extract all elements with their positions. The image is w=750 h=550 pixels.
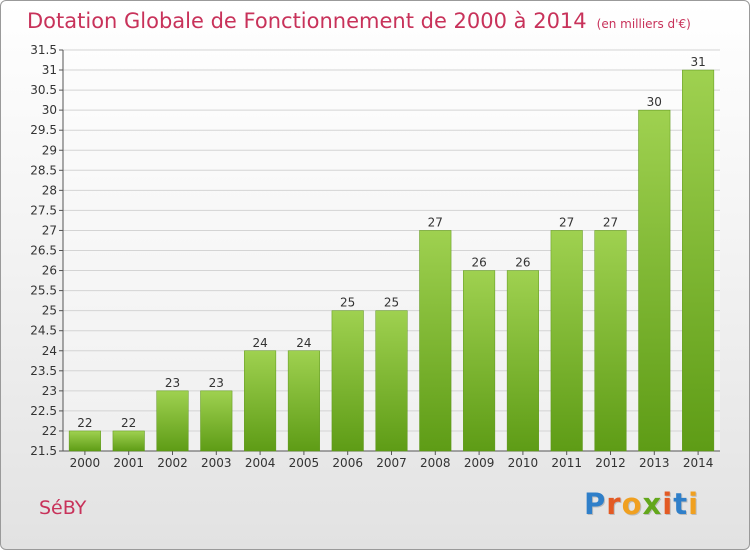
bar — [594, 230, 627, 452]
y-tick-label: 25.5 — [30, 284, 57, 298]
y-tick-label: 31.5 — [30, 43, 57, 57]
x-tick-label: 2003 — [201, 456, 232, 470]
bar — [550, 230, 583, 452]
x-tick-label: 2009 — [464, 456, 495, 470]
data-label: 27 — [603, 215, 618, 229]
y-tick-label: 24.5 — [30, 324, 57, 338]
bars — [68, 69, 715, 452]
y-tick-label: 23 — [42, 384, 57, 398]
title-unit: (en milliers d'€) — [596, 17, 691, 31]
bar — [200, 390, 233, 452]
data-label: 22 — [77, 416, 92, 430]
x-tick-label: 2004 — [245, 456, 276, 470]
bar — [682, 69, 715, 452]
x-tick-label: 2000 — [70, 456, 101, 470]
data-label: 23 — [209, 376, 224, 390]
logo-letter: i — [662, 487, 674, 521]
logo-letter: t — [673, 487, 689, 521]
y-tick-label: 21.5 — [30, 444, 57, 458]
logo-letter: o — [621, 487, 643, 521]
data-label: 26 — [471, 256, 486, 270]
bar — [638, 109, 671, 452]
y-tick-label: 22.5 — [30, 404, 57, 418]
data-label: 27 — [559, 215, 574, 229]
x-tick-label: 2010 — [508, 456, 539, 470]
y-tick-label: 26 — [42, 264, 57, 278]
y-tick-label: 28.5 — [30, 163, 57, 177]
x-tick-label: 2002 — [157, 456, 188, 470]
x-tick-label: 2005 — [289, 456, 320, 470]
x-tick-label: 2013 — [639, 456, 670, 470]
y-tick-label: 22 — [42, 424, 57, 438]
commune-name: SéBY — [39, 497, 87, 519]
bar — [287, 350, 320, 452]
data-label: 30 — [647, 95, 662, 109]
data-label: 25 — [384, 296, 399, 310]
bar — [463, 270, 496, 452]
y-tick-label: 30 — [42, 103, 57, 117]
y-tick-label: 30.5 — [30, 83, 57, 97]
y-tick-label: 24 — [42, 344, 57, 358]
bar — [375, 310, 408, 452]
logo-letter: P — [584, 487, 607, 521]
bar — [112, 430, 145, 452]
data-label: 26 — [515, 256, 530, 270]
proxiti-logo: Proxiti — [584, 487, 699, 521]
y-tick-label: 29 — [42, 143, 57, 157]
chart-title: Dotation Globale de Fonctionnement de 20… — [27, 9, 691, 33]
y-tick-label: 25 — [42, 304, 57, 318]
x-tick-label: 2011 — [551, 456, 582, 470]
x-tick-label: 2008 — [420, 456, 451, 470]
x-tick-label: 2014 — [683, 456, 714, 470]
y-tick-label: 26.5 — [30, 244, 57, 258]
bar — [68, 430, 101, 452]
logo-letter: r — [606, 487, 622, 521]
bar — [244, 350, 277, 452]
y-tick-label: 28 — [42, 183, 57, 197]
bar — [331, 310, 364, 452]
y-tick-label: 29.5 — [30, 123, 57, 137]
data-label: 24 — [252, 336, 267, 350]
labels: 21.5 22 22.5 23 23.5 24 24.5 25 25.5 26 26.5 27 27.5… — [30, 43, 713, 470]
logo-letter: x — [642, 487, 663, 521]
bar — [506, 270, 539, 452]
data-label: 24 — [296, 336, 311, 350]
x-tick-label: 2001 — [113, 456, 144, 470]
x-tick-label: 2012 — [595, 456, 626, 470]
title-text: Dotation Globale de Fonctionnement de 20… — [27, 9, 587, 33]
data-label: 31 — [690, 55, 705, 69]
data-label: 22 — [121, 416, 136, 430]
y-tick-label: 27.5 — [30, 203, 57, 217]
y-tick-label: 27 — [42, 223, 57, 237]
bar — [419, 230, 452, 452]
data-label: 25 — [340, 296, 355, 310]
logo-letter: i — [688, 487, 700, 521]
data-label: 27 — [428, 215, 443, 229]
x-tick-label: 2007 — [376, 456, 407, 470]
bar — [156, 390, 189, 452]
y-tick-label: 23.5 — [30, 364, 57, 378]
data-label: 23 — [165, 376, 180, 390]
x-tick-label: 2006 — [332, 456, 363, 470]
y-tick-label: 31 — [42, 63, 57, 77]
